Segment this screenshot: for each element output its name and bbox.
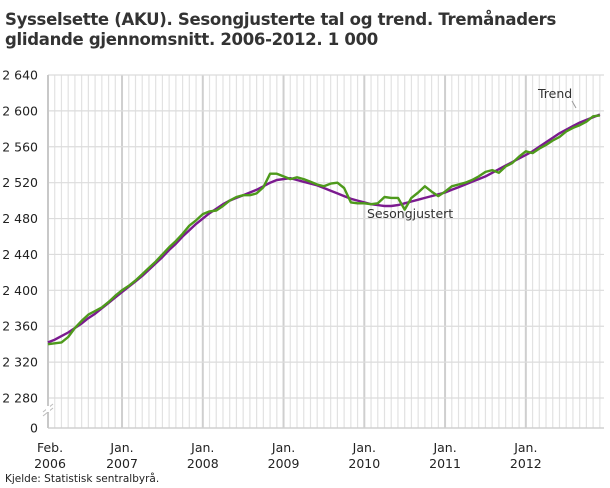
x-axis: Feb.2006Jan.2007Jan.2008Jan.2009Jan.2010… bbox=[34, 440, 542, 471]
x-tick-year: 2009 bbox=[268, 456, 300, 471]
y-tick-label: 2 440 bbox=[2, 247, 38, 262]
x-tick-month: Jan. bbox=[190, 440, 214, 455]
y-axis: 0 2 280 2 320 2 360 2 400 2 440 2 480 2 520 2 56… bbox=[2, 68, 54, 436]
seasonally-adjusted-label: Sesongjustert bbox=[367, 206, 453, 221]
y-tick-label: 2 360 bbox=[2, 319, 38, 334]
trend-label-pointer bbox=[571, 100, 577, 109]
y-tick-label: 2 320 bbox=[2, 355, 38, 370]
y-tick-label: 2 480 bbox=[2, 211, 38, 226]
y-tick-label: 0 bbox=[30, 421, 38, 436]
annotations: Trend Sesongjustert bbox=[367, 86, 577, 221]
y-tick-label: 2 640 bbox=[2, 68, 38, 83]
y-tick-label: 2 400 bbox=[2, 283, 38, 298]
x-tick-year: 2006 bbox=[34, 456, 66, 471]
x-tick-month: Jan. bbox=[109, 440, 133, 455]
x-tick-month: Jan. bbox=[432, 440, 456, 455]
x-tick-year: 2012 bbox=[510, 456, 542, 471]
x-tick-month: Jan. bbox=[352, 440, 376, 455]
x-tick-year: 2010 bbox=[348, 456, 380, 471]
y-tick-label: 2 560 bbox=[2, 139, 38, 154]
series-lines bbox=[47, 113, 601, 346]
y-tick-label: 2 280 bbox=[2, 391, 38, 406]
x-tick-month: Jan. bbox=[271, 440, 295, 455]
x-tick-year: 2008 bbox=[187, 456, 219, 471]
source-note: Kjelde: Statistisk sentralbyrå. bbox=[5, 473, 160, 485]
chart-title: Sysselsette (AKU). Sesongjusterte tal og… bbox=[5, 10, 556, 49]
x-tick-month: Feb. bbox=[37, 440, 63, 455]
grid bbox=[47, 74, 604, 429]
seasonally-adjusted-line bbox=[47, 114, 601, 346]
trend-label: Trend bbox=[537, 86, 572, 101]
y-tick-label: 2 520 bbox=[2, 175, 38, 190]
y-tick-label: 2 600 bbox=[2, 103, 38, 118]
x-tick-year: 2011 bbox=[429, 456, 461, 471]
x-tick-month: Jan. bbox=[513, 440, 537, 455]
x-tick-year: 2007 bbox=[106, 456, 138, 471]
